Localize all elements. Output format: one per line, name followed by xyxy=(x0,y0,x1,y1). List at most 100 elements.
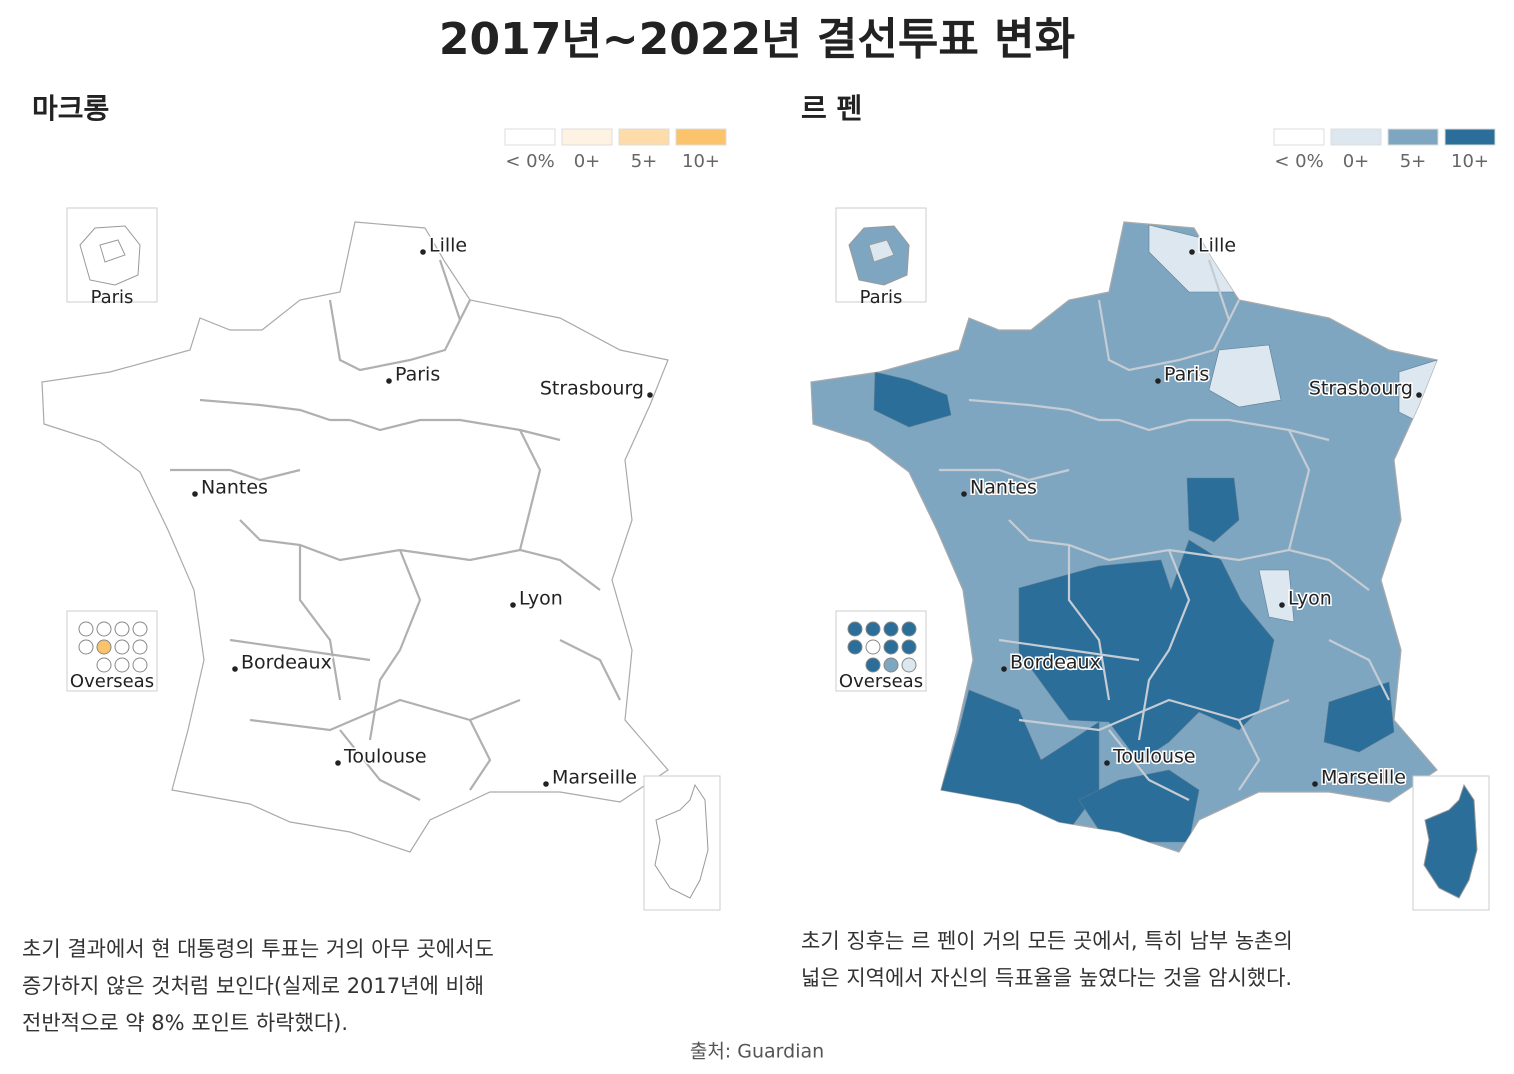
legend-label: < 0% xyxy=(1274,151,1323,172)
inset-label: Overseas xyxy=(839,671,923,692)
legend-swatch xyxy=(1273,128,1325,146)
legend-swatch xyxy=(1330,128,1382,146)
overseas-dot xyxy=(114,621,130,637)
overseas-dot xyxy=(847,639,863,655)
city-label: Paris xyxy=(1164,364,1209,386)
legend-swatch xyxy=(504,128,556,146)
city-label: Strasbourg xyxy=(1309,378,1413,400)
city-label: Marseille xyxy=(552,767,637,789)
regions xyxy=(873,224,1437,843)
region-border xyxy=(1168,548,1290,562)
city-dot xyxy=(647,392,653,398)
department-group xyxy=(1208,344,1282,408)
region-border xyxy=(170,468,301,482)
panel-heading: 마크롱 xyxy=(32,92,109,125)
city-label: Bordeaux xyxy=(1010,652,1101,674)
region-border xyxy=(1238,719,1261,791)
department-group xyxy=(1186,477,1240,543)
caption: 초기 결과에서 현 대통령의 투표는 거의 아무 곳에서도 xyxy=(22,937,494,961)
region-border xyxy=(1018,698,1290,732)
overseas-dot xyxy=(883,621,899,637)
city-label: Bordeaux xyxy=(241,652,332,674)
city-label: Lille xyxy=(429,235,467,257)
region-border xyxy=(1067,545,1111,701)
city-dot xyxy=(1155,378,1161,384)
overseas-dot xyxy=(114,639,130,655)
inset-label: Paris xyxy=(860,287,903,308)
overseas-dot xyxy=(114,657,130,673)
overseas-dot xyxy=(132,657,148,673)
inset-paris-core xyxy=(99,239,126,263)
city-dot xyxy=(386,378,392,384)
legend-label: < 0% xyxy=(505,151,554,172)
region-border xyxy=(438,259,462,321)
overseas-dot xyxy=(96,639,112,655)
overseas-dot xyxy=(883,657,899,673)
inset-label: Overseas xyxy=(70,671,154,692)
city-label: Toulouse xyxy=(343,746,427,768)
caption: 증가하지 않은 것처럼 보인다(실제로 2017년에 비해 xyxy=(22,974,484,998)
department-group xyxy=(873,371,952,428)
city-label: Lyon xyxy=(519,588,563,610)
country xyxy=(41,221,669,853)
city-label: Lille xyxy=(1198,235,1236,257)
region-border xyxy=(328,299,471,372)
overseas-dot xyxy=(865,657,881,673)
overseas-dot xyxy=(865,621,881,637)
region-border xyxy=(229,638,371,662)
city-dot xyxy=(1189,249,1195,255)
panel: 르 펜 < 0% 0+ 5+ 10+ Lille Paris Strasbourg Nantes… xyxy=(801,92,1496,990)
caption: 초기 징후는 르 펜이 거의 모든 곳에서, 특히 남부 농촌의 xyxy=(801,929,1293,953)
overseas-dot xyxy=(865,639,881,655)
overseas-dot xyxy=(78,621,94,637)
title: 2017년~2022년 결선투표 변화 xyxy=(439,14,1075,65)
overseas-dot xyxy=(901,639,917,655)
city-dot xyxy=(335,760,341,766)
department-group xyxy=(1258,569,1295,623)
city-dot xyxy=(1104,760,1110,766)
region-border xyxy=(368,549,422,741)
region-border xyxy=(1097,299,1240,372)
region-border xyxy=(939,468,1070,482)
overseas-dot xyxy=(847,621,863,637)
panel: 마크롱 < 0% 0+ 5+ 10+ Lille Paris Strasbourg Nantes… xyxy=(22,92,727,1035)
legend-label: 0+ xyxy=(1343,151,1370,172)
region-border xyxy=(1108,729,1190,801)
source: 출처: Guardian xyxy=(690,1041,824,1063)
department-group xyxy=(1018,539,1275,763)
inset-paris-core xyxy=(868,239,895,263)
inset-corsica xyxy=(1423,783,1478,899)
city-dot xyxy=(510,602,516,608)
legend-label: 10+ xyxy=(1451,151,1489,172)
city-dot xyxy=(420,249,426,255)
inset-label: Paris xyxy=(91,287,134,308)
overseas-dot xyxy=(96,621,112,637)
inset-corsica xyxy=(654,783,709,899)
city-label: Marseille xyxy=(1321,767,1406,789)
caption: 넓은 지역에서 자신의 득표율을 높였다는 것을 암시했다. xyxy=(801,966,1292,990)
city-label: Nantes xyxy=(970,477,1037,499)
city-dot xyxy=(1416,392,1422,398)
region-border xyxy=(1207,259,1231,321)
city-dot xyxy=(961,491,967,497)
city-dot xyxy=(1312,781,1318,787)
region-border xyxy=(298,545,342,701)
region-border xyxy=(469,719,492,791)
overseas-dot xyxy=(96,657,112,673)
overseas-dot xyxy=(883,639,899,655)
city-dot xyxy=(192,491,198,497)
region-border xyxy=(968,398,1119,422)
overseas-dot xyxy=(132,621,148,637)
city-label: Toulouse xyxy=(1112,746,1196,768)
panel-heading: 르 펜 xyxy=(801,92,862,125)
legend-swatch xyxy=(1387,128,1439,146)
department-group xyxy=(1323,681,1395,753)
region-border xyxy=(339,729,421,801)
legend-swatch xyxy=(675,128,727,146)
region-border xyxy=(1137,549,1191,741)
region-border xyxy=(998,638,1140,662)
overseas-dot xyxy=(901,657,917,673)
region-border xyxy=(1118,418,1330,442)
city-label: Lyon xyxy=(1288,588,1332,610)
